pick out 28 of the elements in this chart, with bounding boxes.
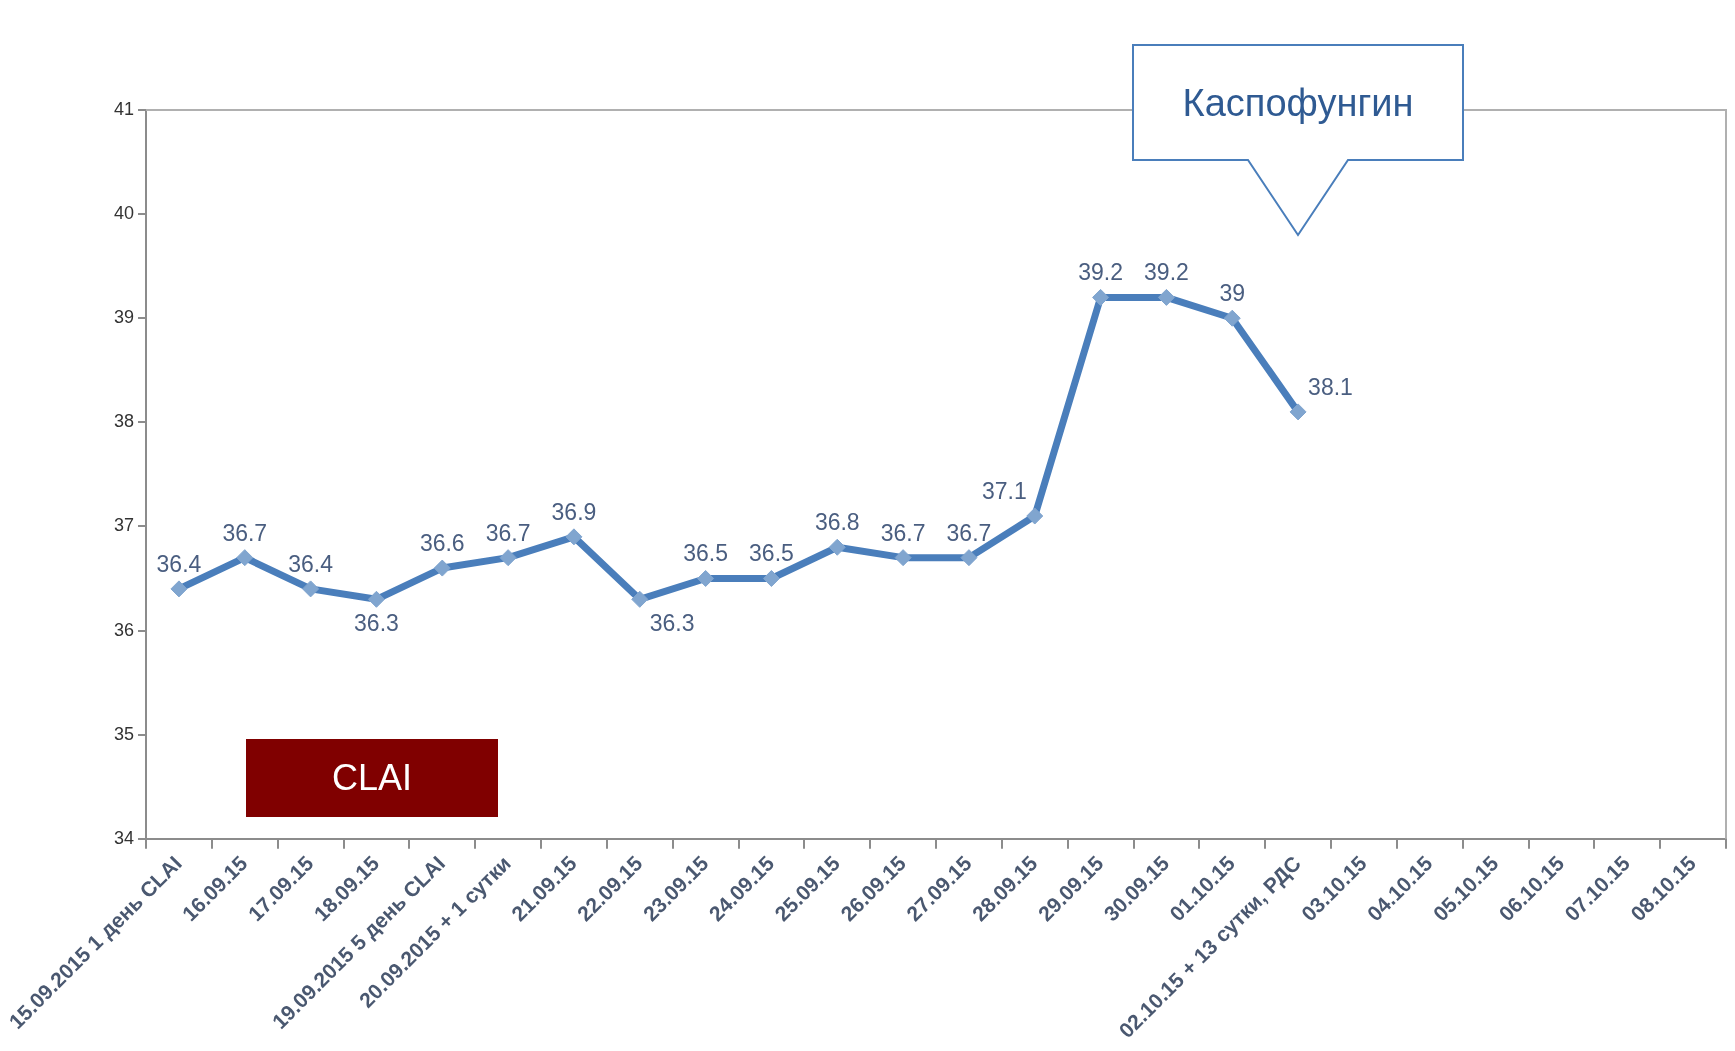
y-tick-label: 38: [113, 411, 135, 432]
annotation: Каспофунгин: [1182, 81, 1414, 124]
data-label: 36.8: [814, 509, 860, 536]
y-tick-label: 41: [113, 98, 135, 119]
y-tick-label: 35: [113, 723, 135, 744]
data-label: 36.6: [419, 529, 465, 556]
data-label: 36.7: [485, 519, 531, 546]
data-label: 36.4: [156, 550, 202, 577]
data-label: 36.3: [354, 610, 399, 637]
data-label: 37.1: [981, 477, 1027, 504]
y-tick-label: 34: [113, 827, 135, 848]
data-label: 36.5: [683, 540, 728, 567]
data-label: 36.4: [288, 550, 334, 577]
data-label: 38.1: [1308, 373, 1353, 400]
y-tick-label: 37: [113, 515, 135, 536]
data-label: 36.7: [880, 519, 926, 546]
data-label: 36.7: [946, 519, 992, 546]
y-tick-label: 40: [113, 203, 135, 224]
y-tick-label: 39: [113, 307, 135, 328]
data-label: 36.7: [222, 519, 268, 546]
data-label: 39.2: [1144, 259, 1189, 286]
annotation: CLAI: [332, 756, 413, 798]
data-label: 36.3: [649, 610, 695, 637]
data-label: 39.2: [1078, 259, 1123, 286]
data-label: 39: [1219, 280, 1246, 307]
data-label: 36.9: [551, 498, 597, 525]
data-label: 36.5: [749, 540, 794, 567]
y-tick-label: 36: [113, 619, 135, 640]
